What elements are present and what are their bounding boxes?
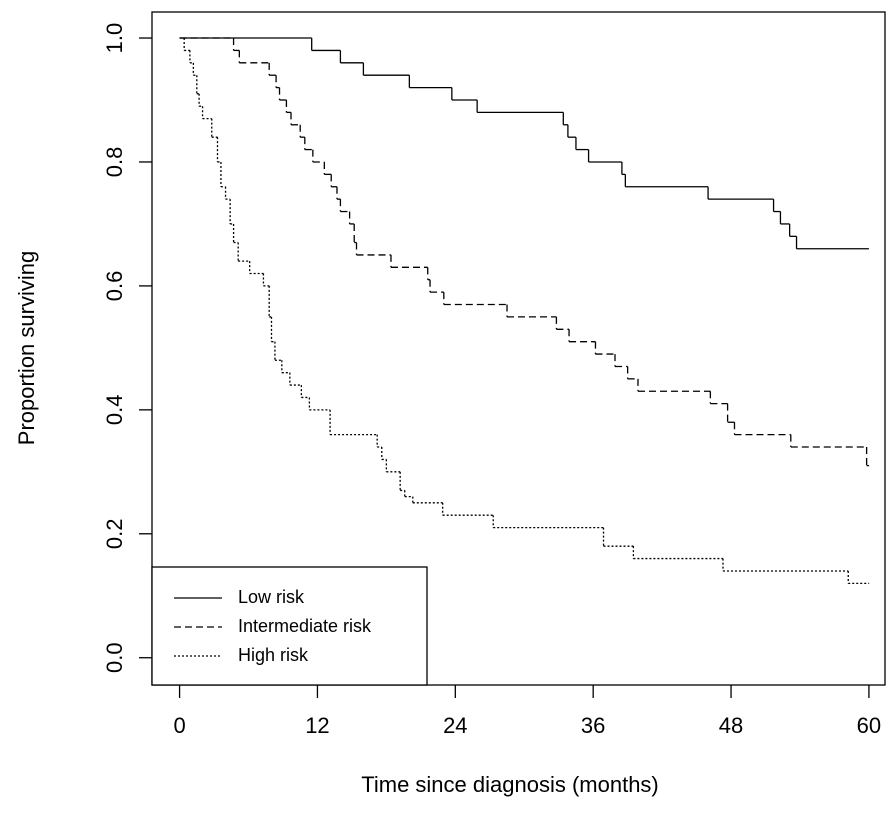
legend-label: High risk bbox=[238, 645, 309, 665]
plot-frame bbox=[151, 11, 886, 686]
legend-box bbox=[151, 566, 428, 686]
y-tick-label: 0.6 bbox=[102, 271, 127, 302]
y-tick-label: 0.2 bbox=[102, 518, 127, 549]
y-axis-label: Proportion surviving bbox=[14, 251, 39, 445]
x-tick-label: 36 bbox=[581, 713, 605, 738]
x-tick-label: 60 bbox=[857, 713, 881, 738]
x-tick-label: 24 bbox=[443, 713, 467, 738]
y-tick-label: 1.0 bbox=[102, 23, 127, 54]
y-tick-label: 0.4 bbox=[102, 395, 127, 426]
survival-curve bbox=[179, 37, 869, 467]
x-tick-label: 0 bbox=[173, 713, 185, 738]
survival-curve bbox=[179, 37, 869, 585]
x-tick-label: 48 bbox=[719, 713, 743, 738]
legend-label: Low risk bbox=[238, 587, 305, 607]
x-axis-label: Time since diagnosis (months) bbox=[361, 772, 659, 797]
x-tick-label: 12 bbox=[305, 713, 329, 738]
survival-curve bbox=[179, 37, 869, 250]
legend-label: Intermediate risk bbox=[238, 616, 372, 636]
y-tick-label: 0.8 bbox=[102, 147, 127, 178]
y-tick-label: 0.0 bbox=[102, 642, 127, 673]
